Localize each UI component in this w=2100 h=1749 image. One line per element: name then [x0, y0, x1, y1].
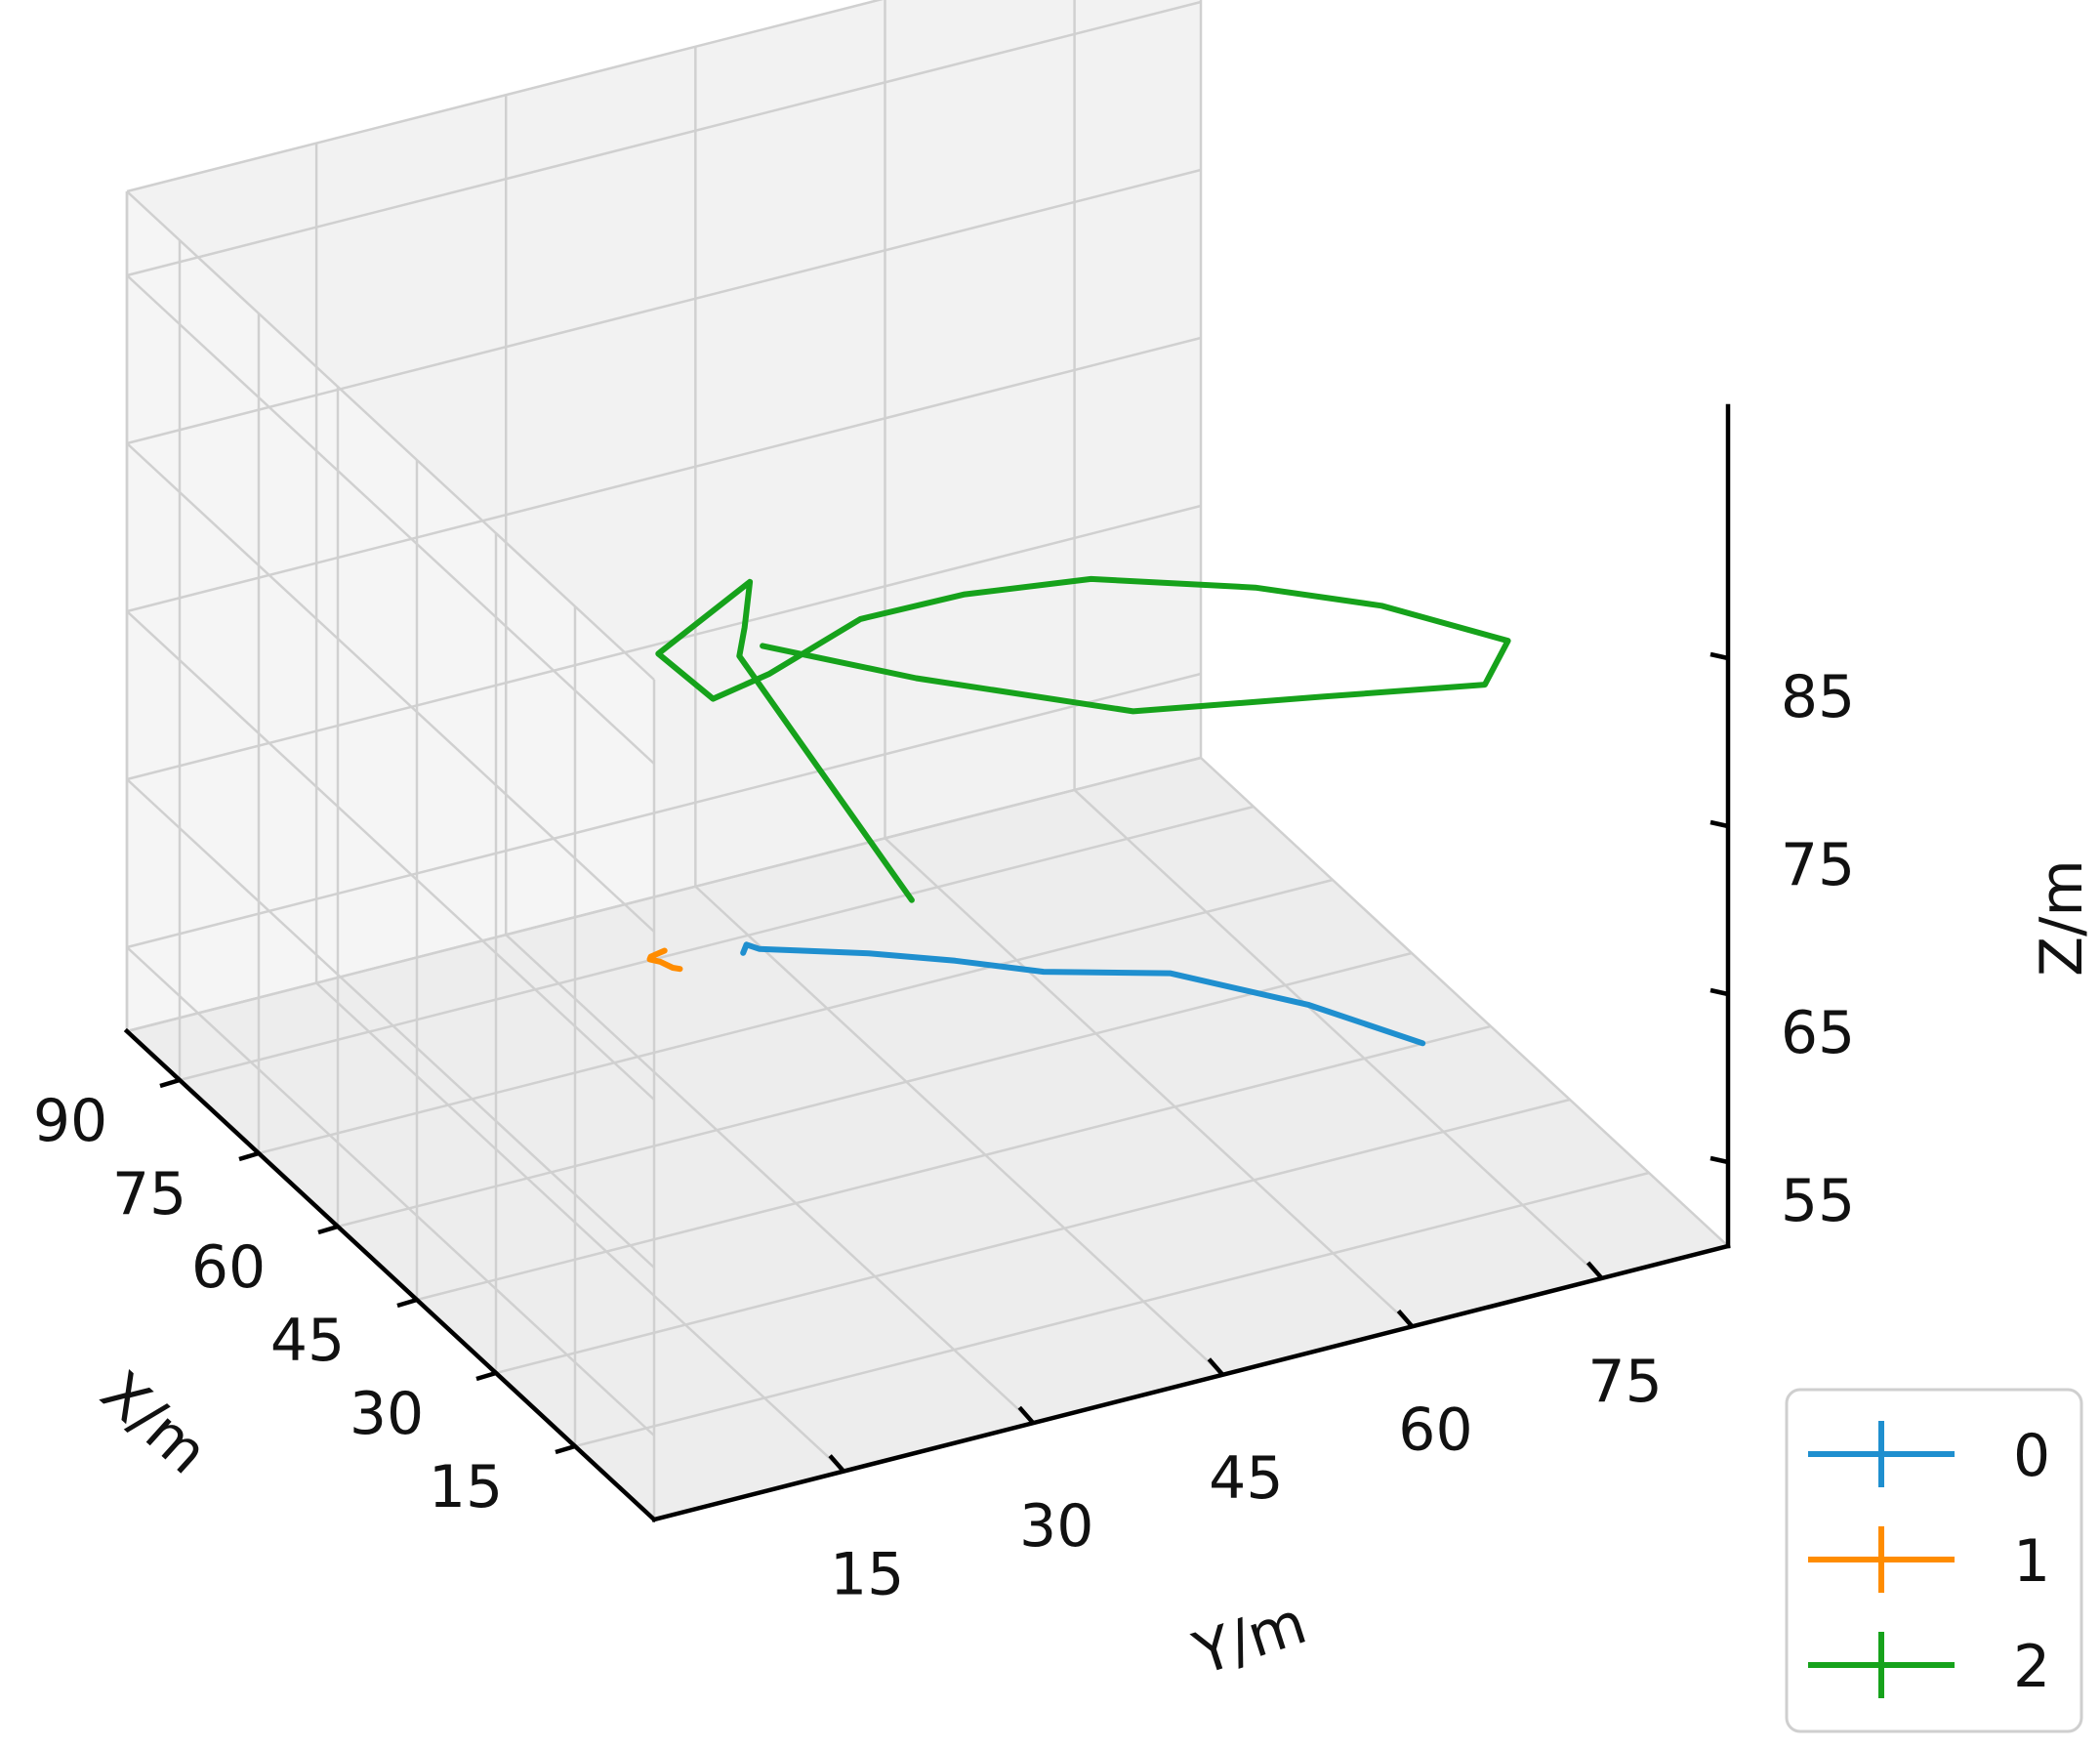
legend: 0 1 2: [1785, 1388, 2083, 1733]
z-tick: [1709, 819, 1729, 829]
grid-line: [315, 981, 844, 1473]
series-line-1: [646, 947, 683, 973]
series-line-2: [655, 575, 1511, 903]
series-line-0: [740, 941, 1426, 1047]
legend-item-2: 2: [1808, 1632, 2050, 1701]
legend-label: 2: [2013, 1633, 2050, 1701]
grid-line: [179, 805, 1255, 1082]
x-tick: [317, 1224, 339, 1235]
y-tick: [1396, 1309, 1415, 1328]
grid-line: [258, 878, 1334, 1155]
grid-line: [126, 672, 1202, 949]
series-group: [646, 575, 1511, 1047]
x-tick: [396, 1297, 418, 1309]
legend-item-0: 0: [1808, 1421, 2050, 1490]
y-tick: [1585, 1261, 1604, 1280]
y-tick-label: 75: [1587, 1348, 1662, 1416]
legend-label: 1: [2013, 1527, 2050, 1596]
grid-line: [126, 946, 655, 1437]
grid-line: [126, 274, 655, 765]
grid-line: [1073, 789, 1603, 1279]
floor-pane: [127, 758, 1728, 1520]
x-tick-label: 45: [270, 1307, 345, 1375]
y-tick: [828, 1454, 845, 1474]
z-axis-label: Z/m: [2028, 859, 2096, 977]
grid-line: [884, 837, 1414, 1328]
x-tick: [475, 1370, 497, 1382]
z-tick-label: 75: [1781, 831, 1855, 899]
grid-line: [495, 1098, 1571, 1375]
grid-line: [574, 1171, 1650, 1448]
grid-line: [126, 190, 655, 681]
z-tick-label: 55: [1781, 1167, 1855, 1235]
axes: [123, 403, 1731, 1523]
grid-line: [126, 504, 1202, 781]
x-tick-label: 30: [350, 1380, 424, 1448]
x-axis-line: [123, 1027, 658, 1523]
z-tick: [1709, 987, 1729, 997]
y-tick: [1017, 1405, 1035, 1425]
y-axis-line: [651, 1243, 1731, 1522]
x-tick: [159, 1077, 181, 1089]
grid-line: [126, 0, 885, 193]
x-tick: [555, 1443, 576, 1455]
grid-line: [126, 778, 655, 1269]
axes-panes: [127, 0, 1728, 1520]
x-tick: [238, 1150, 260, 1162]
y-tick-label: 60: [1398, 1395, 1472, 1464]
grid-line: [126, 336, 1202, 613]
grid-line: [1200, 757, 1729, 1247]
x-tick-label: 75: [112, 1160, 186, 1228]
x-tick-label: 15: [429, 1453, 503, 1521]
grid-line: [126, 610, 655, 1101]
grid-line: [416, 1024, 1492, 1302]
x-tick-label: 60: [191, 1233, 266, 1302]
x-axis-label: X/m: [88, 1358, 221, 1487]
y-tick-label: 45: [1209, 1444, 1283, 1513]
grid-line: [505, 934, 1035, 1425]
y-tick-label: 30: [1019, 1492, 1093, 1561]
grid-line: [694, 885, 1224, 1376]
legend-label: 0: [2013, 1422, 2050, 1490]
z-tick: [1709, 651, 1729, 661]
x-tick-label: 90: [33, 1087, 107, 1155]
grid-line: [126, 442, 655, 933]
legend-item-1: 1: [1808, 1526, 2050, 1596]
grid-line: [126, 756, 1202, 1033]
grid-line: [126, 168, 1202, 445]
grid-line: [126, 0, 1202, 277]
z-tick: [1709, 1155, 1729, 1165]
y-axis-label: Y/m: [1185, 1589, 1314, 1689]
z-tick-label: 85: [1781, 663, 1855, 731]
z-tick-label: 65: [1781, 999, 1855, 1067]
y-tick: [1207, 1357, 1225, 1377]
y-tick-label: 15: [830, 1541, 904, 1609]
grid-line: [337, 951, 1413, 1228]
